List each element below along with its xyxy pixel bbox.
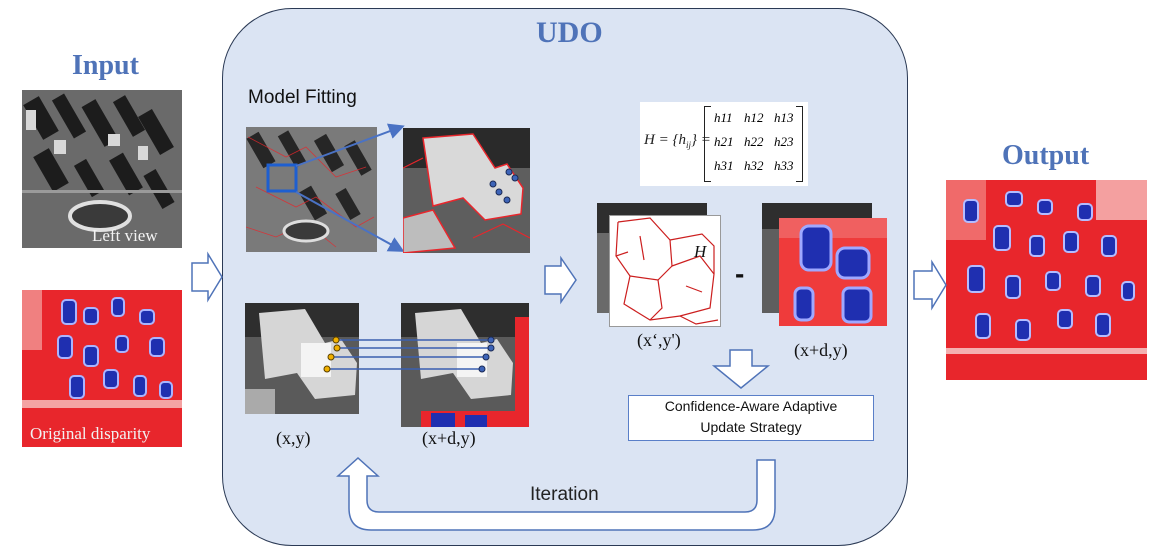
output-title: Output (1002, 140, 1090, 171)
model-fitting-label: Model Fitting (248, 87, 357, 108)
update-strategy-line2: Update Strategy (700, 419, 802, 435)
matrix-h13: h13 (774, 110, 794, 125)
matrix-h32: h32 (744, 158, 764, 173)
matrix-h22: h22 (744, 134, 764, 149)
caption-xy: (x,y) (276, 428, 311, 448)
iteration-label: Iteration (530, 484, 599, 505)
caption-xdy-right: (x+d,y) (794, 340, 848, 360)
original-disparity-image: Original disparity (22, 290, 182, 447)
caption-xdy-left: (x+d,y) (422, 428, 476, 448)
left-view-caption: Left view (92, 226, 158, 245)
minus-sign: - (735, 258, 745, 289)
matrix-h33: h33 (774, 158, 794, 173)
matrix-h23: h23 (774, 134, 794, 149)
update-strategy-line1: Confidence-Aware Adaptive (664, 398, 838, 414)
update-strategy-box: Confidence-Aware Adaptive Update Strateg… (628, 395, 874, 441)
disparity-front-image (779, 218, 887, 326)
model-fitting-zoomed-image (403, 128, 530, 253)
arrow-udo-to-output (913, 259, 947, 311)
matrix-h11: h11 (714, 110, 733, 125)
original-disparity-caption: Original disparity (30, 424, 151, 443)
arrow-down-to-strategy (711, 349, 771, 389)
warp-front-image: H (609, 215, 721, 327)
matrix-h21: h21 (714, 134, 734, 149)
caption-xprime: (x‘,y') (637, 330, 681, 350)
warp-h-label: H (694, 242, 707, 261)
model-fitting-overview-image (246, 127, 377, 252)
arrow-fit-to-warp (544, 255, 577, 305)
output-disparity-image (946, 180, 1147, 380)
matrix-h12: h12 (744, 110, 764, 125)
homography-matrix: H = {hij} = h11 h12 h13 h21 h22 h23 h31 … (640, 102, 808, 186)
left-view-image: Left view (22, 90, 182, 248)
matrix-lhs: H = {h (644, 132, 686, 148)
udo-title: UDO (536, 16, 603, 49)
correspondence-left-image (245, 303, 359, 414)
iteration-loop-arrow (336, 456, 776, 531)
matrix-h31: h31 (714, 158, 734, 173)
arrow-input-to-udo (191, 251, 223, 303)
matrix-lhs-subscript: ij (685, 140, 691, 150)
input-title: Input (72, 50, 139, 81)
